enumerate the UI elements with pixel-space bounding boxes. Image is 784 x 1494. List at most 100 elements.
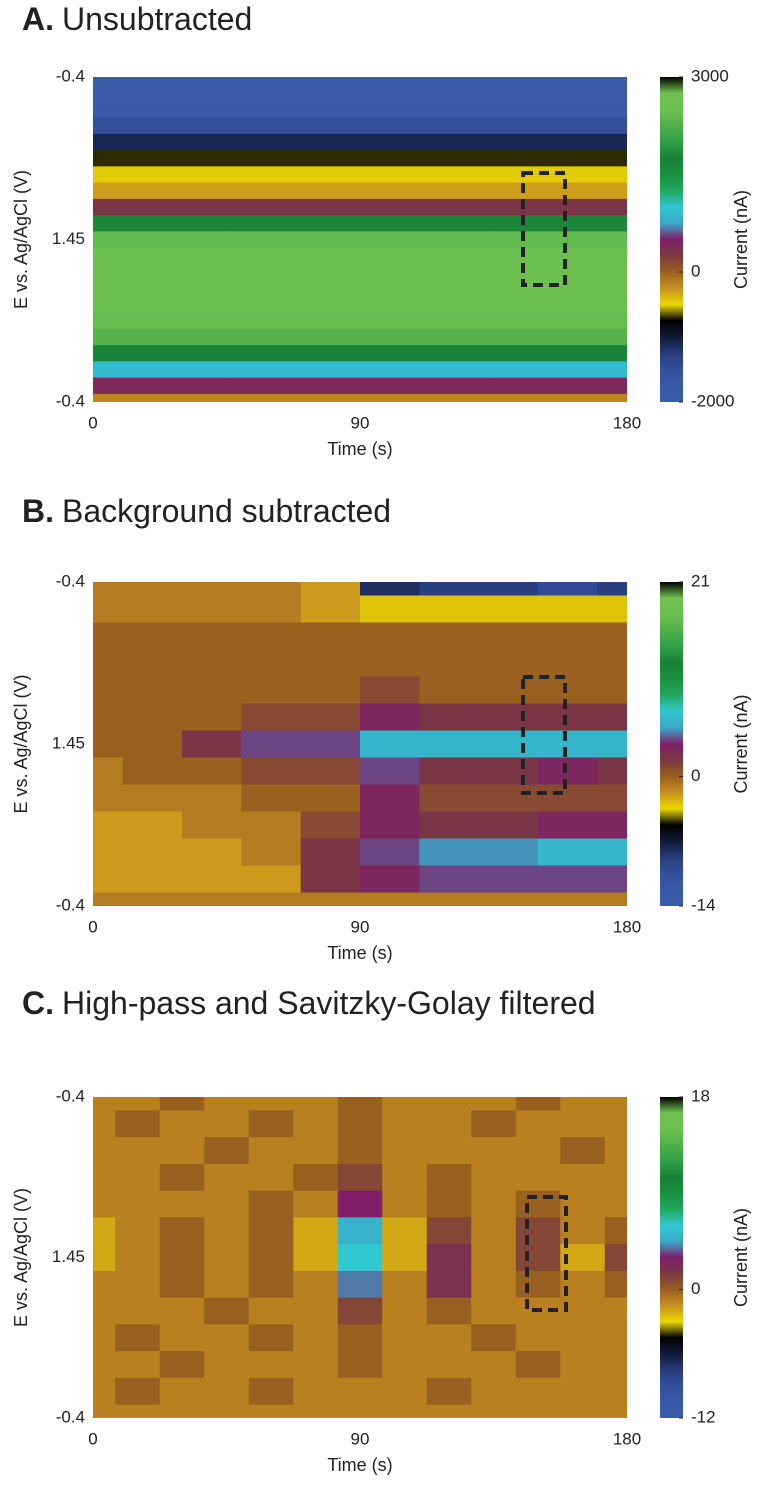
heatmap-cell bbox=[93, 1137, 116, 1165]
heatmap-cell bbox=[204, 1217, 250, 1245]
heatmap-cell bbox=[159, 1351, 205, 1379]
heatmap-cell bbox=[493, 101, 627, 119]
heatmap-cell bbox=[248, 1217, 294, 1245]
heatmap-cell bbox=[426, 1324, 472, 1352]
heatmap-cell bbox=[471, 1351, 517, 1379]
heatmap-cell bbox=[93, 811, 124, 840]
heatmap-cell bbox=[248, 1351, 294, 1379]
heatmap-cell bbox=[93, 1110, 116, 1138]
heatmap-cell bbox=[604, 1297, 627, 1325]
heatmap-cell bbox=[493, 231, 627, 249]
heatmap-cell bbox=[182, 622, 242, 651]
colorbar-tick-label: -12 bbox=[691, 1407, 716, 1426]
x-tick-label: 0 bbox=[88, 413, 97, 432]
heatmap-cell bbox=[204, 1324, 250, 1352]
y-axis-label: E vs. Ag/AgCl (V) bbox=[11, 170, 31, 309]
heatmap-cell bbox=[515, 1404, 561, 1418]
heatmap-cell bbox=[115, 1297, 161, 1325]
heatmap-cell bbox=[419, 703, 480, 732]
heatmap-cell bbox=[248, 1163, 294, 1192]
heatmap-cell bbox=[300, 811, 361, 840]
heatmap-cell bbox=[204, 1097, 250, 1111]
heatmap-cell bbox=[93, 1351, 116, 1379]
heatmap-cell bbox=[478, 649, 539, 678]
heatmap-cell bbox=[597, 582, 627, 597]
heatmap-cell bbox=[300, 892, 361, 906]
heatmap-cell bbox=[115, 1324, 161, 1352]
heatmap-cell bbox=[122, 703, 183, 732]
heatmap-cell bbox=[93, 1324, 116, 1352]
colorbar-tick-label: 21 bbox=[691, 571, 710, 590]
x-tick-label: 90 bbox=[351, 413, 370, 432]
heatmap-cell bbox=[471, 1270, 517, 1299]
heatmap-cell bbox=[293, 1297, 339, 1325]
heatmap-cell bbox=[493, 117, 627, 135]
heatmap-cell bbox=[597, 595, 627, 624]
heatmap-cell bbox=[515, 1324, 561, 1352]
heatmap-cell bbox=[159, 1244, 205, 1272]
heatmap-cell bbox=[419, 582, 480, 597]
heatmap-cell bbox=[159, 1297, 205, 1325]
heatmap-cell bbox=[226, 393, 495, 402]
heatmap-cell bbox=[300, 676, 361, 705]
heatmap-cell bbox=[478, 676, 539, 705]
heatmap-cell bbox=[382, 1217, 428, 1245]
heatmap-cell bbox=[293, 1217, 339, 1245]
heatmap-cell bbox=[426, 1110, 472, 1138]
heatmap-cell bbox=[115, 1404, 161, 1418]
heatmap-cell bbox=[293, 1110, 339, 1138]
heatmap-cell bbox=[604, 1097, 627, 1111]
heatmap-cell bbox=[226, 263, 495, 281]
heatmap-cell bbox=[241, 865, 302, 894]
heatmap-cell bbox=[337, 1351, 383, 1379]
x-axis-label: Time (s) bbox=[327, 1455, 392, 1475]
heatmap-cell bbox=[226, 166, 495, 184]
heatmap-cell bbox=[226, 117, 495, 135]
heatmap-cell bbox=[560, 1163, 606, 1192]
heatmap-cells bbox=[93, 77, 627, 402]
heatmap-cell bbox=[293, 1377, 339, 1406]
heatmap-cell bbox=[538, 649, 598, 678]
heatmap-cell bbox=[241, 730, 302, 759]
colorbar-tick-label: 18 bbox=[691, 1086, 710, 1105]
heatmap-cell bbox=[360, 838, 420, 867]
heatmap-cell bbox=[204, 1137, 250, 1165]
heatmap-cell bbox=[226, 77, 495, 86]
heatmap-cell bbox=[93, 312, 228, 330]
y-tick-label: -0.4 bbox=[56, 66, 85, 85]
y-tick-label: -0.4 bbox=[56, 1407, 85, 1426]
heatmap-cell bbox=[493, 198, 627, 216]
heatmap-cell bbox=[515, 1137, 561, 1165]
heatmap-cell bbox=[241, 622, 302, 651]
heatmap-cell bbox=[93, 703, 124, 732]
heatmap-cell bbox=[226, 247, 495, 265]
heatmap-cell bbox=[337, 1377, 383, 1406]
heatmap-cell bbox=[93, 393, 228, 402]
heatmap-cell bbox=[204, 1297, 250, 1325]
heatmap-cell bbox=[293, 1244, 339, 1272]
heatmap-cell bbox=[382, 1404, 428, 1418]
heatmap-cell bbox=[300, 595, 361, 624]
heatmap-cell bbox=[293, 1404, 339, 1418]
heatmap-cell bbox=[360, 730, 420, 759]
heatmap-cell bbox=[115, 1244, 161, 1272]
heatmap-cell bbox=[93, 1404, 116, 1418]
heatmap-cell bbox=[93, 1377, 116, 1406]
heatmap-cell bbox=[93, 231, 228, 249]
heatmap-cell bbox=[515, 1244, 561, 1272]
heatmap-cell bbox=[560, 1137, 606, 1165]
heatmap-cell bbox=[426, 1351, 472, 1379]
heatmap-cell bbox=[159, 1324, 205, 1352]
colorbar-tick-label: 0 bbox=[691, 1279, 700, 1298]
heatmap-cell bbox=[300, 582, 361, 597]
y-tick-label: -0.4 bbox=[56, 571, 85, 590]
colorbar-tick-label: -2000 bbox=[691, 391, 734, 410]
heatmap-cell bbox=[122, 892, 183, 906]
colorbar-label: Current (nA) bbox=[731, 190, 751, 289]
heatmap-cell bbox=[93, 582, 124, 597]
heatmap-cell bbox=[204, 1163, 250, 1192]
heatmap-cell bbox=[560, 1324, 606, 1352]
heatmap-cell bbox=[597, 892, 627, 906]
heatmap-cell bbox=[419, 730, 480, 759]
heatmap-cell bbox=[115, 1217, 161, 1245]
